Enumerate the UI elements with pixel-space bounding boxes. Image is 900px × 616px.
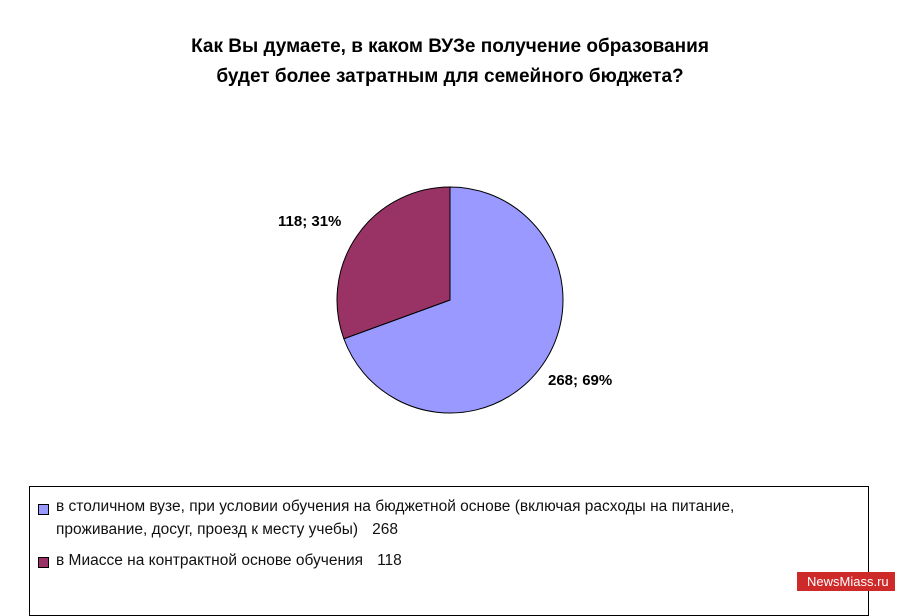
legend-swatch-miass-contract [38,557,49,568]
newsmiass-watermark: NewsMiass.ru [797,572,895,591]
data-label-capital-university: 268; 69% [548,372,612,389]
chart-legend: в столичном вузе, при условии обучения н… [29,486,869,616]
legend-value: 268 [372,521,398,538]
data-label-miass-contract: 118; 31% [278,213,341,230]
pie-slice-capital-university [343,186,564,414]
legend-label-line-2: проживание, досуг, проезд к месту учебы)… [56,521,398,538]
chart-title-line-2: будет более затратным для семейного бюдж… [216,66,684,87]
legend-value: 118 [377,552,402,569]
pie-chart: 268; 69% 118; 31% [278,186,612,414]
legend-swatch-capital-university [38,504,49,515]
legend-label-line: в Миассе на контрактной основе обучения 1… [56,552,402,569]
chart-title-line-1: Как Вы думаете, в каком ВУЗе получение о… [191,36,709,57]
pie-slice-miass-contract [336,186,451,340]
chart-title: Как Вы думаете, в каком ВУЗе получение о… [0,32,900,92]
legend-label-line-1: в столичном вузе, при условии обучения н… [56,498,735,515]
